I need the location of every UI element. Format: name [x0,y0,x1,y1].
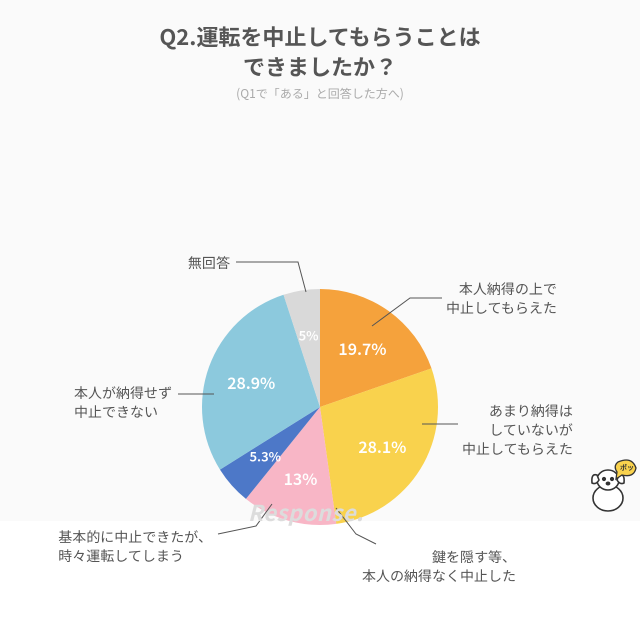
callout-reluctant: あまり納得はしていないが中止してもらえた [462,402,573,459]
slice-pct-agreed: 19.7% [338,336,386,360]
chart-subtitle: (Q1で「ある」と回答した方へ) [0,85,640,102]
slice-pct-forced: 13% [284,466,318,490]
chart-title: Q2.運転を中止してもらうことはできましたか？ [0,0,640,81]
watermark: Response. [248,496,364,528]
callout-sometimes: 基本的に中止できたが、時々運転してしまう [58,528,212,566]
callout-cannot: 本人が納得せず中止できない [74,384,172,422]
slice-pct-no_answer: 5% [299,326,319,345]
chart-container: Q2.運転を中止してもらうことはできましたか？ (Q1で「ある」と回答した方へ)… [0,0,640,521]
slice-pct-cannot: 28.9% [227,370,275,394]
mascot-svg: ポッ [582,456,640,516]
callout-forced: 鍵を隠す等、本人の納得なく中止した [362,548,516,586]
svg-text:ポッ: ポッ [620,463,634,472]
slice-pct-reluctant: 28.1% [358,434,406,458]
callout-agreed: 本人納得の上で中止してもらえた [446,280,557,318]
mascot-icon: ポッ [582,456,640,521]
callout-no_answer: 無回答 [188,254,230,273]
slice-pct-sometimes: 5.3% [250,446,282,465]
